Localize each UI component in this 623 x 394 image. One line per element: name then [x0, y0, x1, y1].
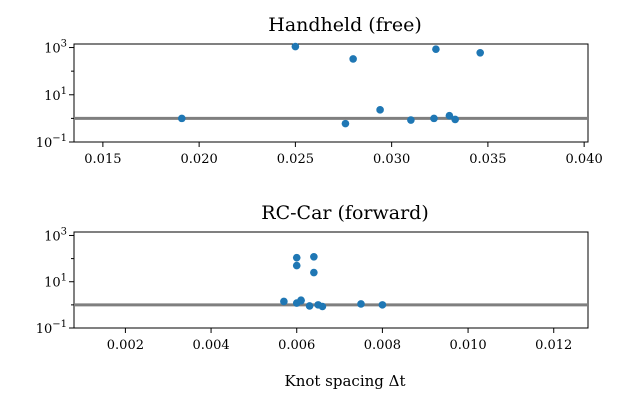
plot-frame [73, 231, 589, 329]
chart-title: Handheld (free) [268, 14, 421, 36]
y-tick-label: 10−1 [36, 133, 67, 151]
data-point [310, 252, 318, 261]
panel-rc-car-forward: RC-Car (forward) 0.002 0.004 0.006 0.008 0.0… [36, 202, 589, 353]
data-point [341, 119, 350, 128]
chart-title: RC-Car (forward) [261, 202, 428, 224]
x-tick-label: 0.030 [373, 152, 410, 167]
data-point [476, 48, 484, 57]
x-tick-label: 0.012 [535, 338, 572, 353]
x-axis-label: Knot spacing Δt [284, 372, 405, 390]
data-point [292, 261, 301, 270]
data-point [291, 42, 300, 51]
y-tick-label: 10−1 [36, 319, 67, 337]
x-tick-label: 0.010 [449, 338, 486, 353]
x-tick-label: 0.020 [181, 152, 218, 167]
data-point [432, 45, 440, 54]
data-point [376, 106, 384, 114]
data-point [280, 297, 288, 306]
y-tick-label: 103 [44, 39, 67, 57]
data-point [378, 301, 387, 309]
x-tick-label: 0.025 [277, 152, 314, 167]
data-point [451, 115, 459, 124]
data-point [292, 253, 301, 262]
data-point [318, 302, 327, 311]
x-tick-label: 0.008 [364, 338, 401, 353]
data-point [407, 116, 415, 124]
data-point [305, 302, 314, 310]
x-tick-label: 0.040 [566, 152, 603, 167]
data-point [430, 114, 438, 123]
x-tick-label: 0.004 [192, 338, 229, 353]
data-point [297, 296, 305, 304]
data-point [178, 114, 186, 123]
data-point [445, 111, 454, 120]
y-tick-label: 101 [44, 273, 67, 291]
panel-handheld-free: Handheld (free) 0.015 0.020 0.025 0.030 0.03… [36, 14, 603, 167]
data-point [310, 268, 318, 277]
x-tick-label: 0.002 [107, 338, 144, 353]
x-tick-label: 0.006 [278, 338, 315, 353]
y-tick-label: 101 [44, 86, 67, 104]
x-tick-label: 0.015 [84, 152, 121, 167]
data-point [349, 55, 357, 63]
y-tick-label: 103 [44, 226, 67, 244]
x-tick-label: 0.035 [469, 152, 506, 167]
data-point [357, 300, 365, 308]
plot-frame [73, 43, 589, 143]
